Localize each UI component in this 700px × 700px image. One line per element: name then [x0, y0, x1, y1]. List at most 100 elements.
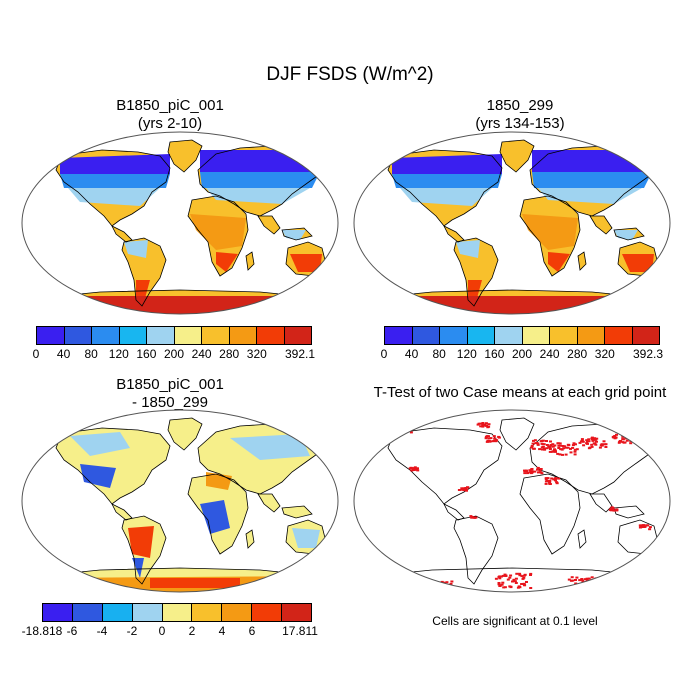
- significant-cell: [609, 507, 613, 510]
- significant-cell: [557, 444, 561, 447]
- significant-cell: [469, 515, 473, 518]
- significant-cell: [595, 440, 598, 443]
- significance-note: Cells are significant at 0.1 level: [432, 614, 598, 628]
- significant-cell: [476, 423, 480, 426]
- significant-cell: [463, 488, 467, 491]
- colorbar-swatch: [257, 327, 285, 344]
- significant-cell: [600, 443, 604, 446]
- figure-title: DJF FSDS (W/m^2): [266, 64, 434, 85]
- significant-cell: [520, 583, 524, 585]
- colorbar-swatch: [284, 327, 311, 344]
- significant-cell: [571, 446, 575, 449]
- significant-cell: [403, 427, 407, 430]
- significant-cell: [487, 423, 491, 426]
- significant-cell: [573, 450, 577, 453]
- significant-cell: [548, 446, 552, 449]
- significant-cell: [590, 581, 593, 584]
- colorbar-tick-label: 0: [32, 347, 40, 361]
- significant-cell: [460, 488, 464, 491]
- significant-cell: [580, 439, 584, 442]
- colorbar-swatch: [119, 327, 147, 344]
- significant-cell: [562, 447, 566, 450]
- significant-cell: [433, 584, 437, 587]
- significant-cell: [504, 575, 508, 577]
- significant-cell: [529, 470, 533, 473]
- significant-cell: [485, 424, 488, 427]
- significant-cell: [540, 442, 544, 445]
- significant-cell: [544, 482, 548, 485]
- significant-cell: [617, 441, 621, 444]
- colorbar-swatch: [72, 604, 103, 621]
- significant-cell: [604, 443, 608, 446]
- significant-cell: [610, 506, 614, 509]
- significant-cell: [400, 428, 404, 431]
- colorbar-labels-top-right: 0 40 80 120 160 200 240 280 320 392.3: [381, 347, 663, 363]
- significant-cell: [613, 437, 617, 440]
- significant-cell: [587, 438, 591, 441]
- significant-cell: [460, 487, 464, 490]
- colorbar-tick-label: 280: [567, 347, 588, 361]
- significant-cell: [540, 439, 544, 442]
- map-border: [353, 409, 671, 593]
- colorbar-tick-label: 240: [539, 347, 560, 361]
- significant-cell: [587, 577, 591, 580]
- colorbar-swatch: [64, 327, 92, 344]
- significant-cell: [570, 576, 574, 579]
- colorbar-swatch: [252, 604, 283, 621]
- significant-cell: [487, 437, 491, 440]
- significant-cell: [598, 446, 602, 449]
- significant-cell: [624, 434, 628, 437]
- significant-cell: [518, 572, 522, 575]
- significant-cell: [500, 575, 503, 578]
- map-border: [21, 409, 339, 593]
- colorbar-swatch: [222, 604, 253, 621]
- colorbar-tick-label: 80: [84, 347, 98, 361]
- significant-cell: [457, 489, 461, 491]
- significant-cell: [642, 526, 646, 528]
- significant-cell: [434, 587, 438, 589]
- significant-cell: [593, 438, 597, 441]
- colorbar-swatch: [282, 604, 312, 621]
- significant-cell: [559, 444, 563, 447]
- significant-cell: [638, 524, 642, 527]
- significant-cell: [545, 447, 549, 450]
- significant-cell: [402, 426, 405, 429]
- significant-cell: [533, 470, 537, 473]
- band-north-dark: [60, 154, 170, 174]
- significant-cell: [530, 445, 534, 447]
- significant-cell: [436, 582, 440, 585]
- significant-cell: [450, 580, 454, 583]
- colorbar-swatch: [229, 327, 257, 344]
- significant-cell: [538, 469, 542, 472]
- colorbar-tick-label: 320: [594, 347, 615, 361]
- significant-cell: [529, 574, 532, 576]
- colorbar-swatch: [495, 327, 523, 344]
- significant-cell: [560, 448, 564, 451]
- significant-cell: [551, 443, 555, 446]
- significant-cell: [511, 580, 514, 583]
- significant-cell: [565, 446, 568, 449]
- colorbar-swatch: [43, 604, 73, 621]
- significant-cell: [581, 579, 585, 582]
- significant-cell: [508, 576, 512, 579]
- significant-cell: [514, 582, 518, 584]
- panel-title-bottom-right: T-Test of two Case means at each grid po…: [373, 384, 667, 401]
- colorbar-swatch: [92, 327, 120, 344]
- significant-cell: [584, 578, 587, 581]
- significant-cell: [629, 442, 633, 445]
- significant-cell: [520, 575, 524, 578]
- significant-cell: [502, 586, 506, 589]
- significant-cell: [487, 440, 491, 442]
- significant-cell: [575, 587, 579, 590]
- significant-cell: [445, 585, 449, 588]
- significant-cell: [529, 572, 533, 575]
- significant-cell: [466, 486, 470, 489]
- significant-cell: [449, 582, 453, 585]
- significant-cell: [434, 586, 438, 589]
- colorbar-swatch: [162, 604, 193, 621]
- significant-cell: [541, 445, 545, 448]
- significant-cell: [542, 443, 546, 446]
- colorbar-swatch: [102, 604, 133, 621]
- significant-cell: [524, 469, 528, 472]
- significant-cell: [569, 447, 572, 450]
